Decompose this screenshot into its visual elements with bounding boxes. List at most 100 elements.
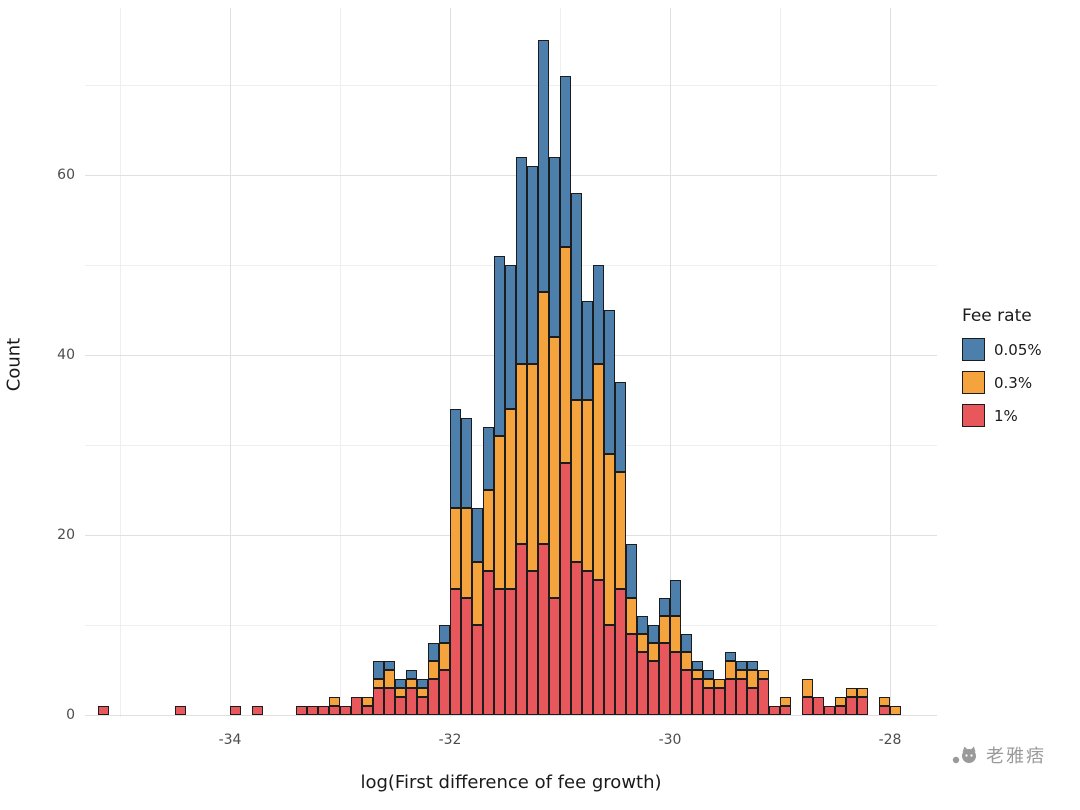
bar-segment-0.3% [747,670,758,688]
x-tick-label: -34 [218,732,242,748]
bar-segment-0.3% [703,679,714,688]
bar-segment-0.3% [681,652,692,670]
legend-swatch-orange [962,371,985,394]
bar-segment-0.3% [648,643,659,661]
x-axis-title: log(First difference of fee growth) [360,772,662,793]
bar-segment-0.05% [648,625,659,643]
bar-segment-0.3% [439,643,450,670]
y-tick-label: 40 [57,347,75,363]
gridline-horizontal-major [85,175,937,176]
bar-segment-1% [505,589,516,715]
bar-segment-1% [406,688,417,715]
watermark: 老雅痞 [950,742,1046,768]
bar-segment-1% [560,463,571,715]
bar-segment-1% [461,598,472,715]
cat-face-icon [952,746,976,764]
bar-segment-0.05% [593,265,604,364]
bar-segment-0.05% [615,382,626,472]
bar-segment-0.3% [373,679,384,688]
bar-segment-1% [626,634,637,715]
bar-segment-0.05% [483,427,494,490]
gridline-vertical-minor [340,8,341,717]
bar-segment-0.05% [395,679,406,688]
gridline-horizontal-major [85,715,937,716]
bar-segment-0.3% [714,679,725,688]
bar-segment-0.05% [703,670,714,679]
bar-segment-1% [362,706,373,715]
bar-segment-0.05% [439,625,450,643]
bar-segment-1% [736,679,747,715]
bar-segment-1% [351,697,362,715]
bar-segment-0.05% [450,409,461,508]
bar-segment-1% [846,697,857,715]
bar-segment-0.3% [406,679,417,688]
gridline-vertical-minor [120,8,121,717]
bar-segment-0.05% [692,661,703,670]
watermark-text: 老雅痞 [986,746,1046,767]
bar-segment-0.05% [527,166,538,364]
bar-segment-0.3% [472,562,483,625]
bar-segment-0.3% [384,670,395,688]
bar-segment-0.3% [450,508,461,589]
bar-segment-1% [230,706,241,715]
bar-segment-0.05% [461,418,472,508]
bar-segment-0.05% [406,670,417,679]
bar-segment-1% [593,580,604,715]
bar-segment-0.3% [395,688,406,697]
bar-segment-0.05% [538,40,549,292]
legend-title: Fee rate [962,306,1032,326]
bar-segment-1% [527,571,538,715]
bar-segment-0.3% [505,409,516,589]
legend-label: 1% [994,406,1018,425]
bar-segment-1% [813,697,824,715]
bar-segment-1% [296,706,307,715]
bar-segment-0.3% [428,661,439,679]
bar-segment-0.3% [879,697,890,706]
y-tick-label: 60 [57,167,75,183]
x-tick-label: -30 [658,732,682,748]
bar-segment-0.3% [538,292,549,544]
bar-segment-1% [307,706,318,715]
bar-segment-0.05% [725,652,736,661]
bar-segment-1% [648,661,659,715]
bar-segment-0.05% [747,661,758,670]
bar-segment-1% [538,544,549,715]
legend-label: 0.3% [994,373,1033,392]
bar-segment-1% [439,670,450,715]
legend-swatch-blue [962,338,985,361]
bar-segment-0.3% [725,661,736,679]
bar-segment-0.3% [593,364,604,580]
bar-segment-0.05% [670,580,681,616]
bar-segment-0.3% [626,598,637,634]
bar-segment-1% [780,706,791,715]
bar-segment-1% [516,544,527,715]
bar-segment-0.05% [494,256,505,436]
bar-segment-1% [582,571,593,715]
gridline-horizontal-minor [85,85,937,86]
bar-segment-1% [681,670,692,715]
bar-segment-0.3% [417,688,428,697]
bar-segment-1% [571,562,582,715]
bar-segment-1% [318,706,329,715]
bar-segment-0.3% [329,697,340,706]
bar-segment-0.3% [604,454,615,625]
bar-segment-0.05% [604,310,615,454]
bar-segment-1% [670,652,681,715]
bar-segment-0.3% [857,688,868,697]
bar-segment-1% [98,706,109,715]
bar-segment-0.3% [736,670,747,679]
bar-segment-1% [824,706,835,715]
gridline-vertical-minor [780,8,781,717]
bar-segment-1% [802,697,813,715]
bar-segment-0.05% [582,301,593,400]
bar-segment-1% [340,706,351,715]
bar-segment-0.3% [560,247,571,463]
bar-segment-0.05% [681,634,692,652]
bar-segment-1% [428,679,439,715]
bar-segment-0.05% [736,661,747,670]
bar-segment-0.3% [549,337,560,598]
bar-segment-0.3% [890,706,901,715]
bar-segment-1% [549,598,560,715]
bar-segment-0.05% [417,679,428,688]
